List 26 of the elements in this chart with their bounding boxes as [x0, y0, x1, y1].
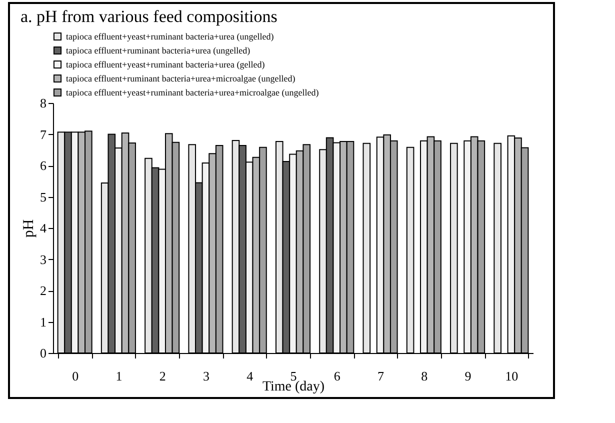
- x-tick-label: 0: [72, 368, 79, 384]
- x-tick-label: 8: [421, 368, 428, 384]
- x-tick-label: 2: [159, 368, 166, 384]
- y-tick-label: 7: [40, 126, 47, 142]
- y-tick-label: 8: [40, 96, 46, 110]
- x-tick-label: 4: [246, 368, 254, 384]
- y-axis-title: pH: [21, 219, 37, 238]
- y-tick-label: 6: [40, 158, 47, 173]
- y-tick-label: 5: [40, 189, 46, 204]
- legend-label: tapioca effluent+yeast+ruminant bacteria+urea (gelled): [66, 60, 265, 70]
- x-tick-label: 6: [334, 368, 341, 384]
- x-tick-label: 3: [202, 368, 210, 384]
- legend-label: tapioca effluent+yeast+ruminant bacteria+urea (ungelled): [66, 32, 274, 42]
- y-tick-label: 2: [40, 283, 46, 298]
- y-tick-label: 0: [40, 346, 46, 360]
- legend-label: tapioca effluent+ruminant bacteria+urea (ungelled): [66, 46, 250, 56]
- y-tick-label: 4: [40, 220, 47, 236]
- x-tick-label: 7: [378, 368, 385, 384]
- legend-label: tapioca effluent+ruminant bacteria+urea+microalgae (ungelled): [66, 74, 296, 84]
- legend-label: tapioca effluent+yeast+ruminant bacteria+urea+microalgae (ungelled): [66, 88, 319, 98]
- x-tick-label: 1: [116, 368, 122, 384]
- y-tick-label: 1: [40, 314, 46, 330]
- x-tick-label: 9: [464, 368, 472, 384]
- chart-title: a. pH from various feed compositions: [20, 7, 278, 26]
- x-tick-label: 10: [505, 368, 518, 384]
- y-tick-label: 3: [40, 252, 46, 267]
